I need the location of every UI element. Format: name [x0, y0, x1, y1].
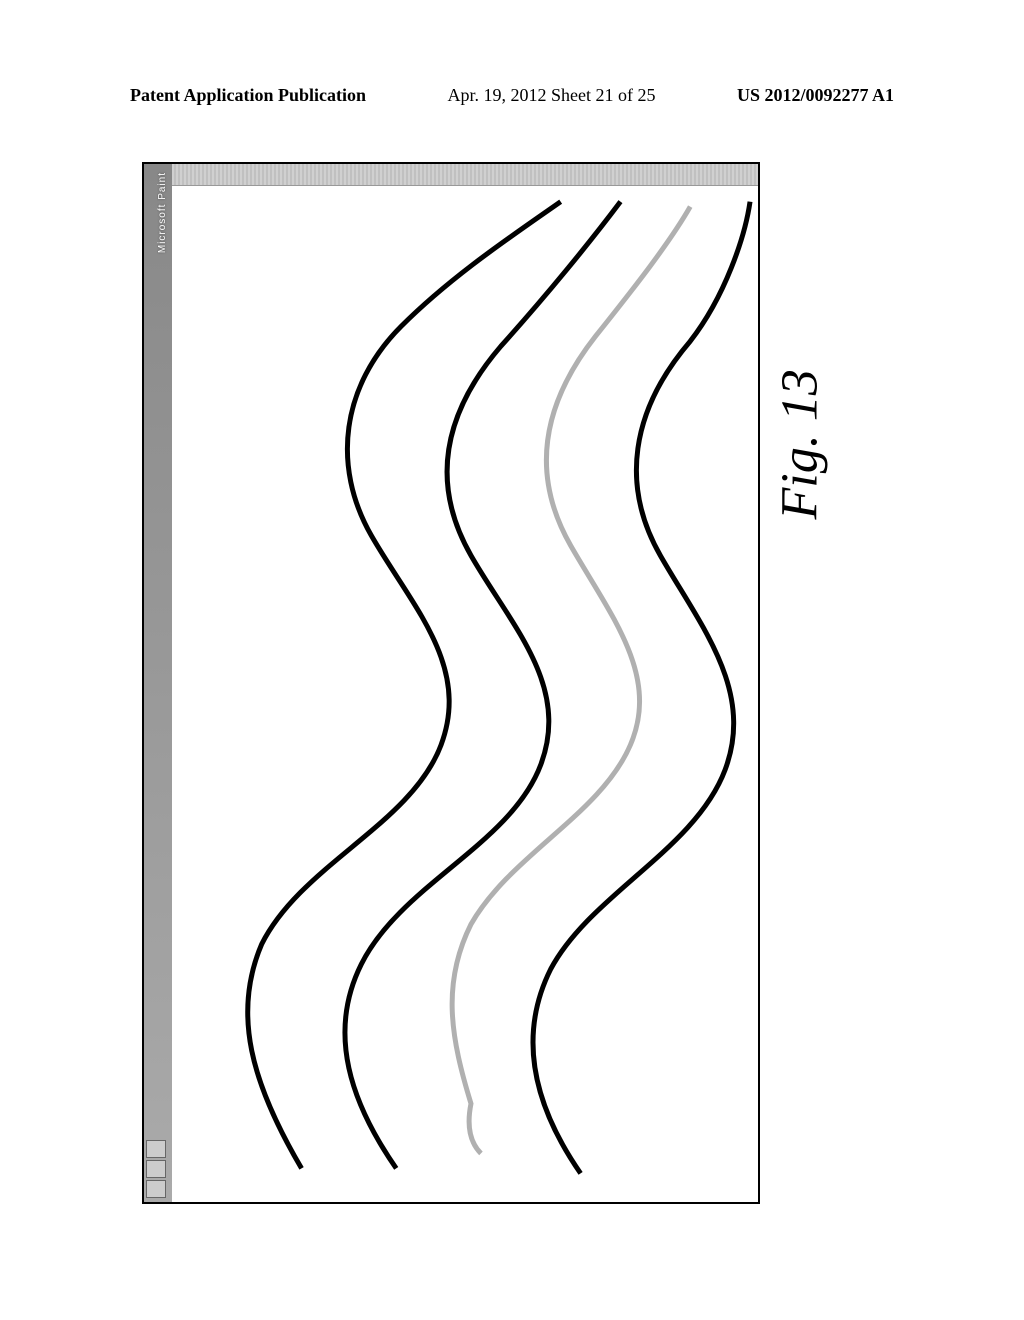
application-window: Microsoft Paint	[142, 162, 760, 1204]
figure-container: Microsoft Paint	[142, 162, 760, 1204]
menu-bar[interactable]	[172, 164, 758, 186]
minimize-button[interactable]	[146, 1140, 166, 1158]
drawing-canvas[interactable]	[172, 186, 758, 1202]
curves-svg	[172, 186, 758, 1202]
header-patent-number: US 2012/0092277 A1	[737, 85, 894, 106]
window-title-bar[interactable]: Microsoft Paint	[144, 164, 172, 1202]
wavy-line-4	[533, 202, 750, 1174]
figure-number-label: Fig. 13	[771, 369, 830, 519]
patent-header: Patent Application Publication Apr. 19, …	[0, 85, 1024, 106]
wavy-line-1	[248, 202, 561, 1169]
window-controls	[144, 1136, 172, 1202]
header-publication: Patent Application Publication	[130, 85, 366, 106]
close-button[interactable]	[146, 1180, 166, 1198]
maximize-button[interactable]	[146, 1160, 166, 1178]
wavy-line-3	[452, 207, 690, 1154]
header-date-sheet: Apr. 19, 2012 Sheet 21 of 25	[448, 85, 656, 106]
window-title-text: Microsoft Paint	[144, 164, 172, 261]
